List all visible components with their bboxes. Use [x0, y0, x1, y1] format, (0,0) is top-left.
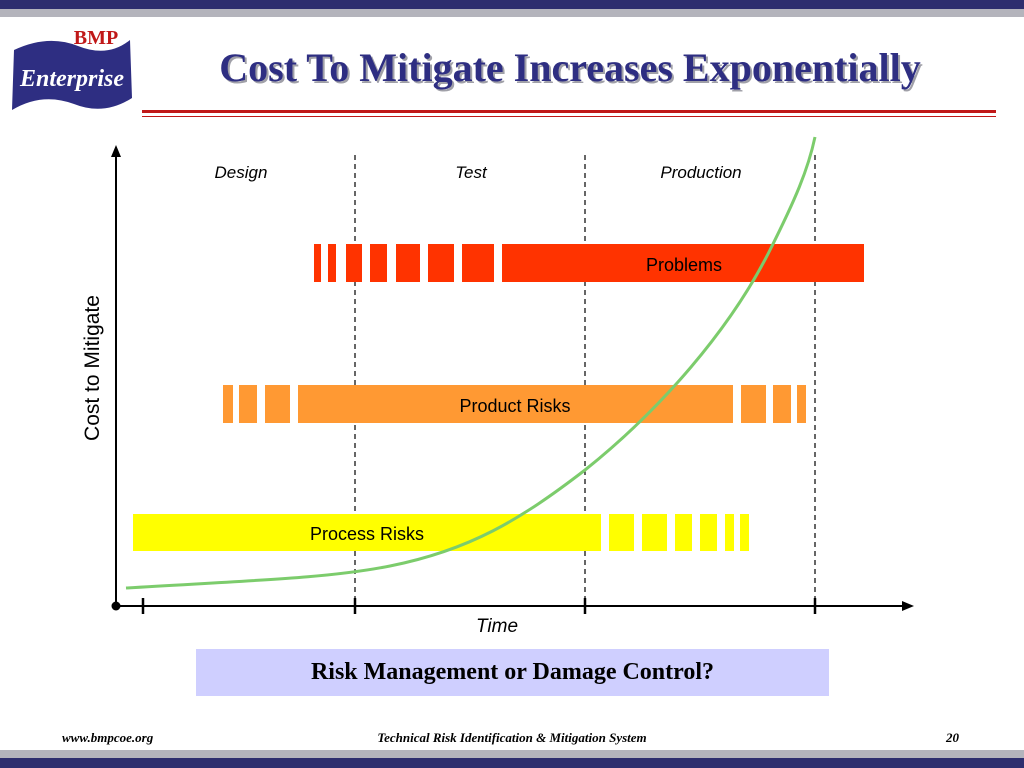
top-banner-stripe — [0, 0, 1024, 9]
problems-bar-label: Problems — [646, 255, 722, 275]
problems-bar-dash — [462, 244, 494, 282]
axis-origin — [111, 601, 121, 611]
title-underline — [142, 110, 996, 113]
process-risks-bar-dash — [609, 514, 634, 551]
bmp-enterprise-logo: BMP Enterprise — [12, 27, 132, 110]
phase-label-design: Design — [215, 163, 268, 182]
problems-bar-dash — [328, 244, 336, 282]
product-risks-bar-dash — [239, 385, 257, 423]
slide-title: Cost To Mitigate Increases Exponentially — [219, 45, 921, 90]
process-risks-bar-dash — [700, 514, 717, 551]
top-banner-gray-stripe — [0, 9, 1024, 17]
problems-bar-dash — [314, 244, 321, 282]
process-risks-bar-dash — [675, 514, 692, 551]
logo-top-text: BMP — [74, 27, 118, 49]
footer-url: www.bmpcoe.org — [62, 730, 154, 745]
x-axis-label: Time — [476, 616, 518, 637]
problems-bar-dash — [370, 244, 387, 282]
problems-bar-solid — [502, 244, 864, 282]
bottom-banner-stripe — [0, 758, 1024, 768]
product-risks-bar-dash — [741, 385, 766, 423]
problems-bar-dash — [428, 244, 454, 282]
process-risks-bar-dash — [642, 514, 667, 551]
cost-curve — [125, 136, 817, 590]
product-risks-bar-solid — [298, 385, 733, 423]
product-risks-bar-dash — [797, 385, 806, 423]
product-risks-bar-dash — [223, 385, 233, 423]
process-risks-bar-label: Process Risks — [310, 524, 424, 544]
problems-bar-dash — [346, 244, 362, 282]
process-risks-bar-dash — [725, 514, 734, 551]
product-risks-bar — [223, 385, 806, 423]
product-risks-bar-label: Product Risks — [459, 396, 570, 416]
problems-bar — [314, 244, 864, 282]
title-underline-thin — [142, 116, 996, 117]
process-risks-bar — [133, 514, 749, 551]
product-risks-bar-dash — [773, 385, 791, 423]
callout-text: Risk Management or Damage Control? — [310, 659, 715, 685]
y-axis-label: Cost to Mitigate — [81, 295, 104, 441]
x-axis-arrowhead — [902, 601, 914, 611]
phase-label-test: Test — [455, 163, 488, 182]
process-risks-bar-solid — [133, 514, 601, 551]
footer-page-number: 20 — [946, 730, 959, 745]
logo-main-text: Enterprise — [19, 66, 124, 92]
phase-label-production: Production — [660, 163, 741, 182]
problems-bar-dash — [396, 244, 420, 282]
footer-system-name: Technical Risk Identification & Mitigati… — [377, 730, 647, 745]
process-risks-bar-dash — [740, 514, 749, 551]
product-risks-bar-dash — [265, 385, 290, 423]
bottom-banner-gray-stripe — [0, 750, 1024, 758]
y-axis-arrowhead — [111, 145, 121, 157]
callout-box: Risk Management or Damage Control? — [196, 649, 829, 696]
